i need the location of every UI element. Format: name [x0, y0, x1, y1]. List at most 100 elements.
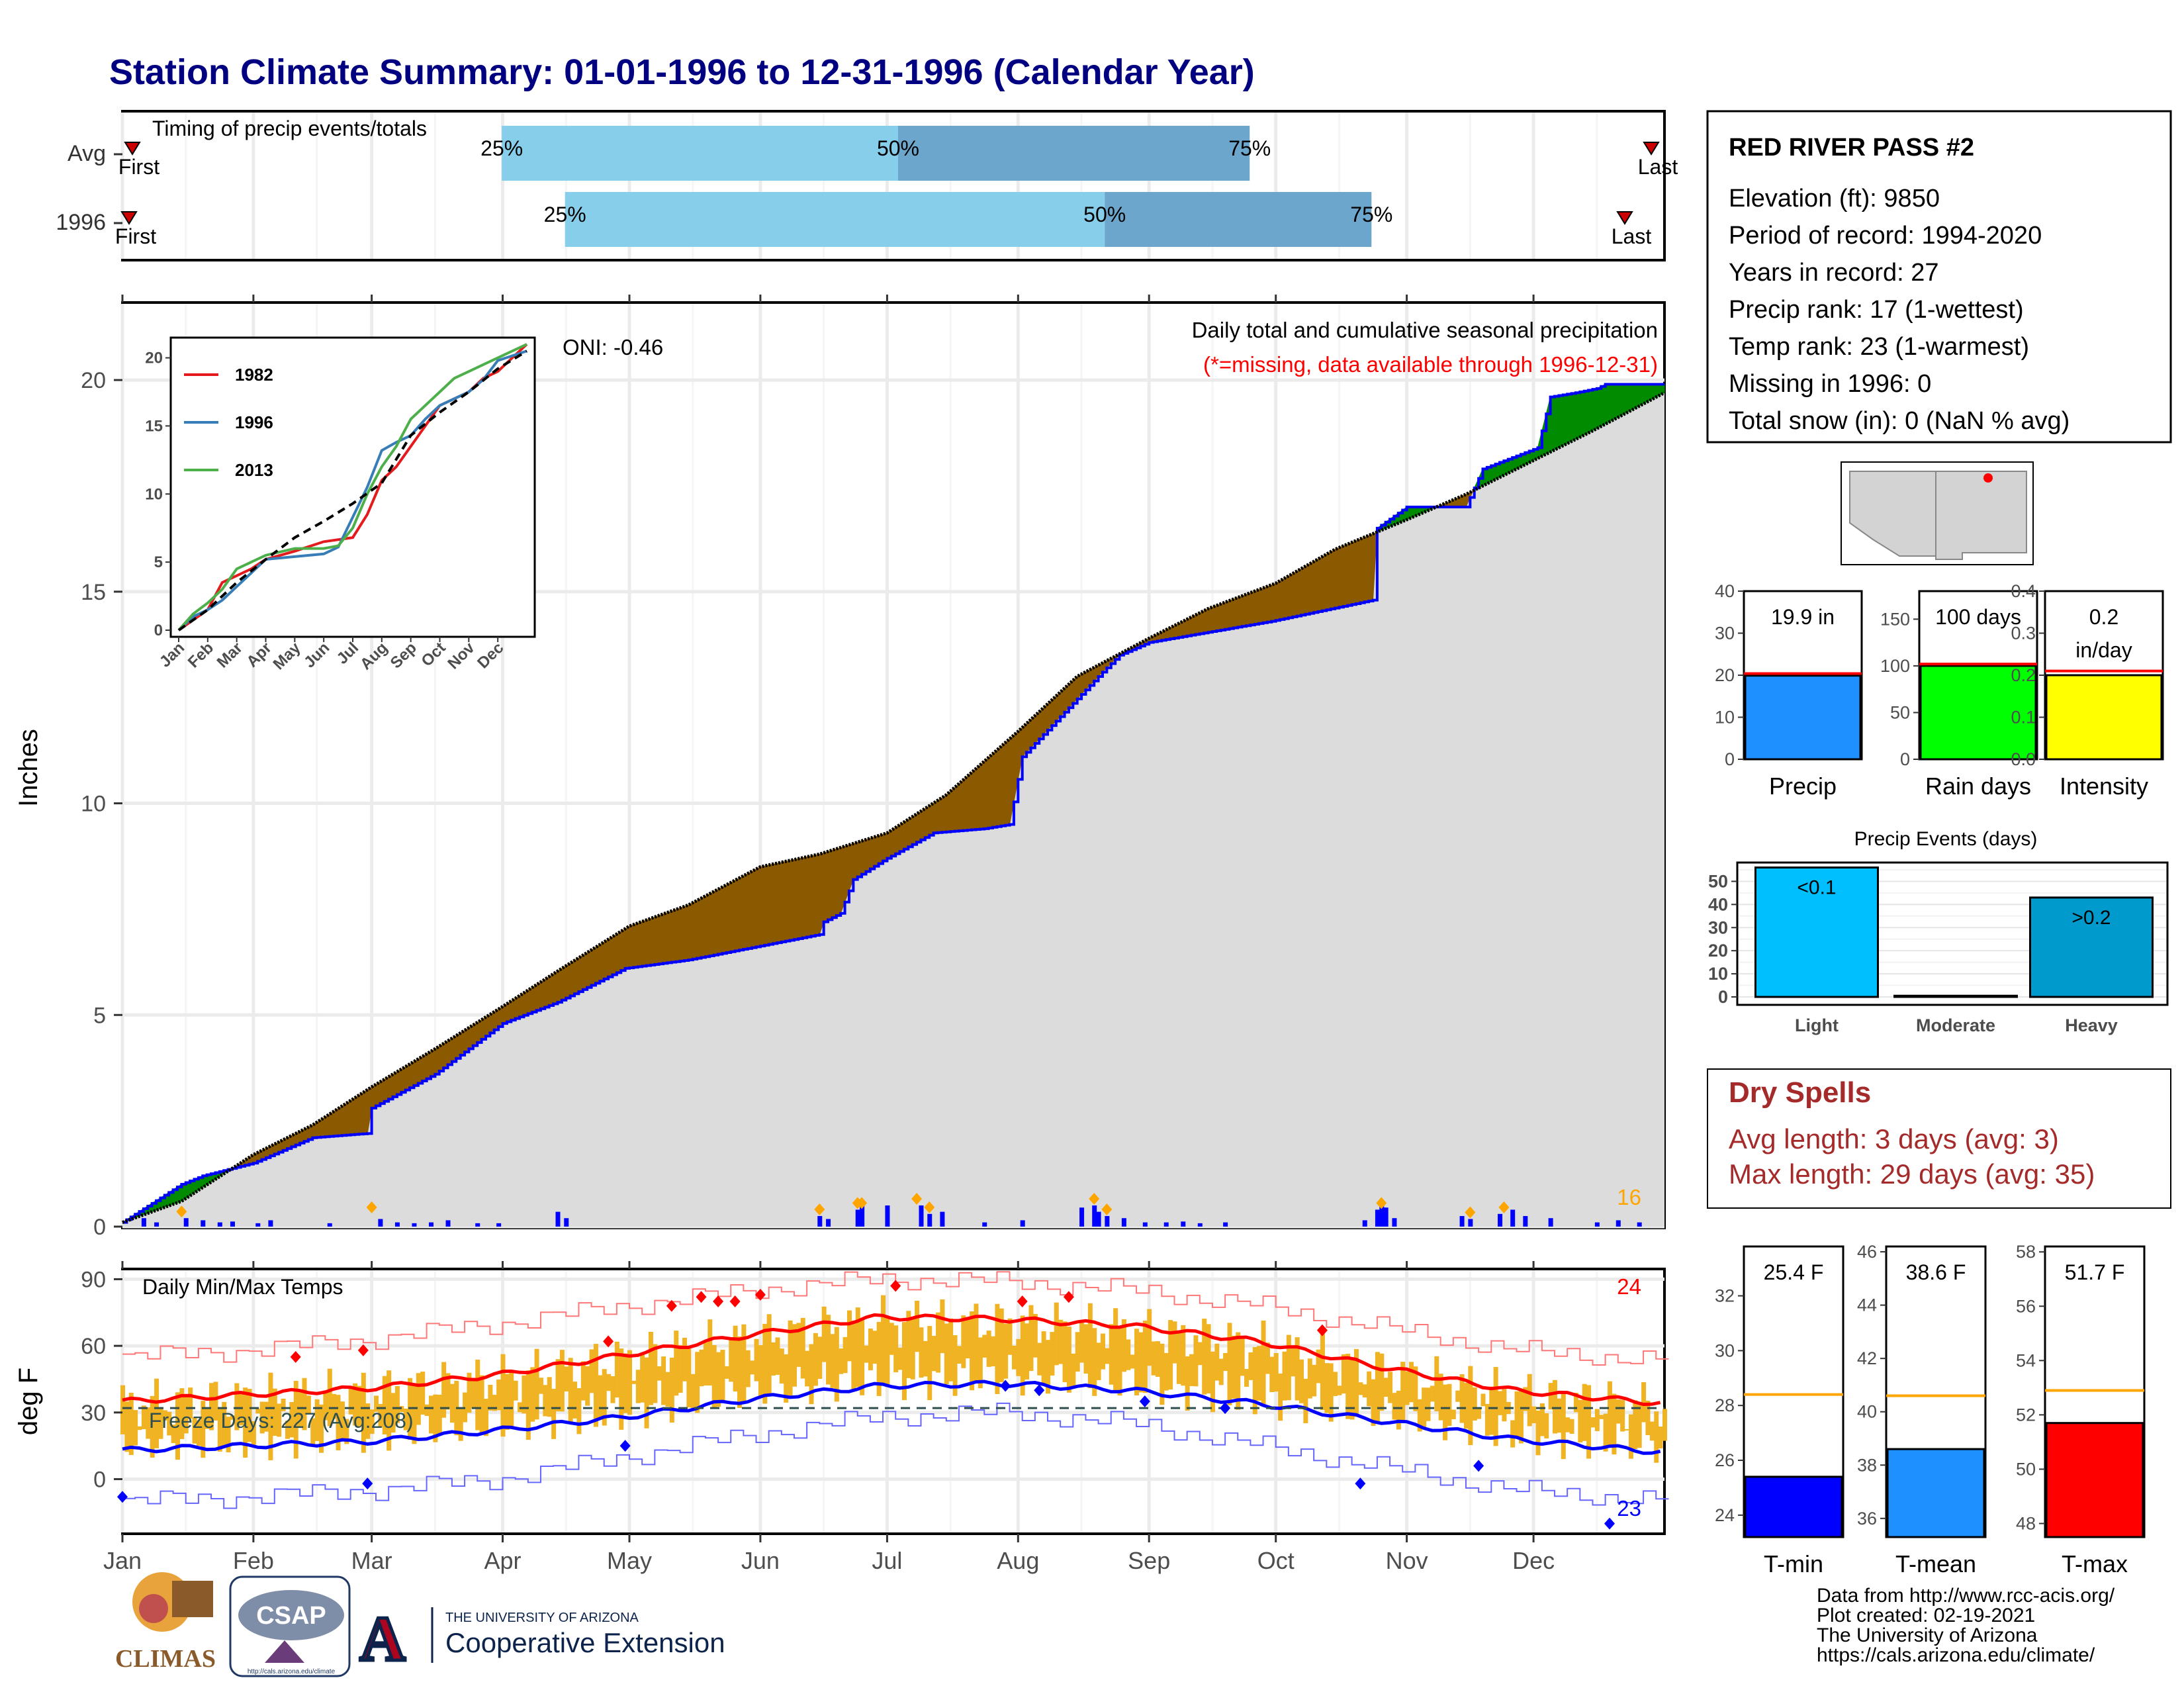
- record-high-marker: [729, 1295, 741, 1307]
- daily-temp-range-bar: [513, 1380, 518, 1401]
- timing-pct-label: 75%: [1350, 203, 1392, 226]
- record-high-line: [122, 1271, 1669, 1366]
- daily-temp-range-bar: [387, 1370, 392, 1451]
- y-axis-tick-label: 60: [81, 1334, 106, 1359]
- daily-temp-range-bar: [243, 1387, 248, 1458]
- daily-temp-range-bar: [1662, 1409, 1667, 1441]
- daily-temp-range-bar: [445, 1373, 451, 1410]
- daily-temp-range-bar: [1223, 1352, 1228, 1372]
- inset-legend-label: 1996: [235, 412, 273, 432]
- extreme-precip-marker: [814, 1203, 825, 1216]
- daily-temp-range-bar: [1468, 1366, 1473, 1446]
- daily-precip-bar: [555, 1211, 561, 1227]
- extreme-precip-marker: [1376, 1197, 1387, 1209]
- y-axis-tick-label: 0: [93, 1467, 106, 1492]
- daily-temp-range-bar: [1641, 1382, 1647, 1423]
- daily-temp-range-bar: [999, 1308, 1004, 1382]
- daily-temp-range-bar: [1142, 1320, 1148, 1393]
- daily-temp-range-bar: [750, 1360, 755, 1375]
- daily-temp-range-bar: [555, 1359, 561, 1412]
- daily-temp-range-bar: [720, 1350, 725, 1401]
- daily-temp-range-bar: [492, 1395, 497, 1411]
- daily-temp-range-bar: [1312, 1364, 1317, 1397]
- daily-temp-range-bar: [1105, 1348, 1110, 1364]
- daily-temp-range-bar: [952, 1335, 958, 1396]
- mini-bar-y-tick-label: 0.0: [2011, 749, 2036, 769]
- daily-temp-range-bar: [1282, 1351, 1287, 1401]
- daily-temp-range-bar: [779, 1348, 784, 1384]
- x-axis-tick-label: Feb: [233, 1547, 274, 1574]
- timing-pct-label: 25%: [544, 203, 586, 226]
- events-title: Precip Events (days): [1854, 828, 2038, 850]
- x-axis-tick-label: May: [607, 1547, 652, 1574]
- daily-temp-range-bar: [424, 1404, 430, 1417]
- daily-temp-range-bar: [564, 1366, 569, 1392]
- daily-temp-range-bar: [1358, 1382, 1363, 1395]
- daily-precip-bar: [394, 1222, 400, 1227]
- daily-temp-range-bar: [1459, 1374, 1465, 1423]
- daily-temp-range-bar: [1075, 1332, 1080, 1372]
- daily-temp-range-bar: [1155, 1341, 1160, 1377]
- record-low-marker: [117, 1491, 128, 1503]
- daily-temp-range-bar: [247, 1389, 252, 1442]
- daily-temp-range-bar: [1227, 1323, 1232, 1405]
- first-event-marker: [120, 211, 138, 225]
- mini-bar-value-label: 19.9 in: [1771, 605, 1835, 629]
- daily-precip-bar: [1510, 1209, 1516, 1227]
- daily-temp-range-bar: [674, 1331, 679, 1396]
- daily-temp-range-bar: [509, 1371, 514, 1429]
- daily-temp-range-bar: [1404, 1371, 1410, 1405]
- precip-year-cumulative-line: [122, 383, 1664, 1224]
- daily-temp-range-bar: [340, 1401, 345, 1442]
- daily-temp-range-bar: [323, 1390, 328, 1421]
- daily-precip-bar: [1163, 1222, 1169, 1227]
- daily-precip-bar: [1615, 1220, 1621, 1227]
- daily-precip-bar: [445, 1220, 451, 1227]
- daily-temp-range-bar: [319, 1404, 324, 1453]
- daily-temp-range-bar: [403, 1408, 408, 1430]
- daily-temp-range-bar: [665, 1372, 670, 1407]
- credit-line: Plot created: 02-19-2021: [1817, 1605, 2035, 1626]
- daily-temp-range-bar: [255, 1408, 261, 1414]
- daily-temp-range-bar: [784, 1354, 789, 1403]
- daily-temp-range-bar: [488, 1384, 493, 1411]
- daily-temp-range-bar: [361, 1372, 366, 1453]
- state-nm: [1935, 471, 2027, 560]
- x-axis-tick-label: Oct: [1257, 1547, 1295, 1574]
- station-line: Missing in 1996: 0: [1729, 370, 1931, 398]
- daily-temp-range-bar: [1586, 1385, 1592, 1459]
- temp-bar-y-tick-label: 46: [1857, 1242, 1877, 1262]
- event-bar: [1893, 994, 2018, 998]
- daily-temp-range-bar: [390, 1393, 396, 1433]
- daily-temp-range-bar: [927, 1326, 933, 1401]
- temp-bar-value-label: 25.4 F: [1764, 1260, 1824, 1284]
- inset-y-tick-label: 5: [154, 553, 163, 571]
- daily-temp-range-bar: [1544, 1413, 1549, 1438]
- daily-temp-range-bar: [1527, 1374, 1532, 1427]
- daily-temp-range-bar: [619, 1348, 624, 1430]
- daily-temp-range-bar: [298, 1391, 303, 1429]
- daily-temp-range-bar: [124, 1401, 130, 1452]
- daily-temp-range-bar: [1518, 1389, 1524, 1444]
- daily-temp-range-bar: [1092, 1328, 1097, 1396]
- daily-temp-range-bar: [1303, 1378, 1308, 1423]
- daily-temp-range-bar: [644, 1357, 649, 1429]
- temp-panel-label: Daily Min/Max Temps: [142, 1275, 343, 1299]
- daily-precip-bar: [1548, 1218, 1553, 1227]
- daily-temp-range-bar: [885, 1317, 890, 1387]
- events-y-tick-label: 20: [1708, 941, 1728, 961]
- daily-precip-bar: [826, 1219, 831, 1227]
- daily-temp-range-bar: [1003, 1323, 1009, 1379]
- daily-temp-range-bar: [1291, 1348, 1296, 1377]
- timing-bar-q25-q50: [502, 126, 898, 181]
- daily-temp-range-bar: [559, 1350, 565, 1412]
- mini-bar-y-tick-label: 100: [1880, 656, 1910, 676]
- daily-temp-range-bar: [855, 1307, 860, 1387]
- inset-legend-label: 2013: [235, 460, 273, 480]
- daily-precip-bar: [1079, 1207, 1085, 1227]
- daily-precip-bar: [201, 1220, 206, 1227]
- daily-temp-range-bar: [1041, 1331, 1046, 1386]
- daily-temp-range-bar: [429, 1395, 433, 1434]
- daily-precip-bar: [268, 1220, 273, 1227]
- daily-temp-range-bar: [1151, 1341, 1156, 1376]
